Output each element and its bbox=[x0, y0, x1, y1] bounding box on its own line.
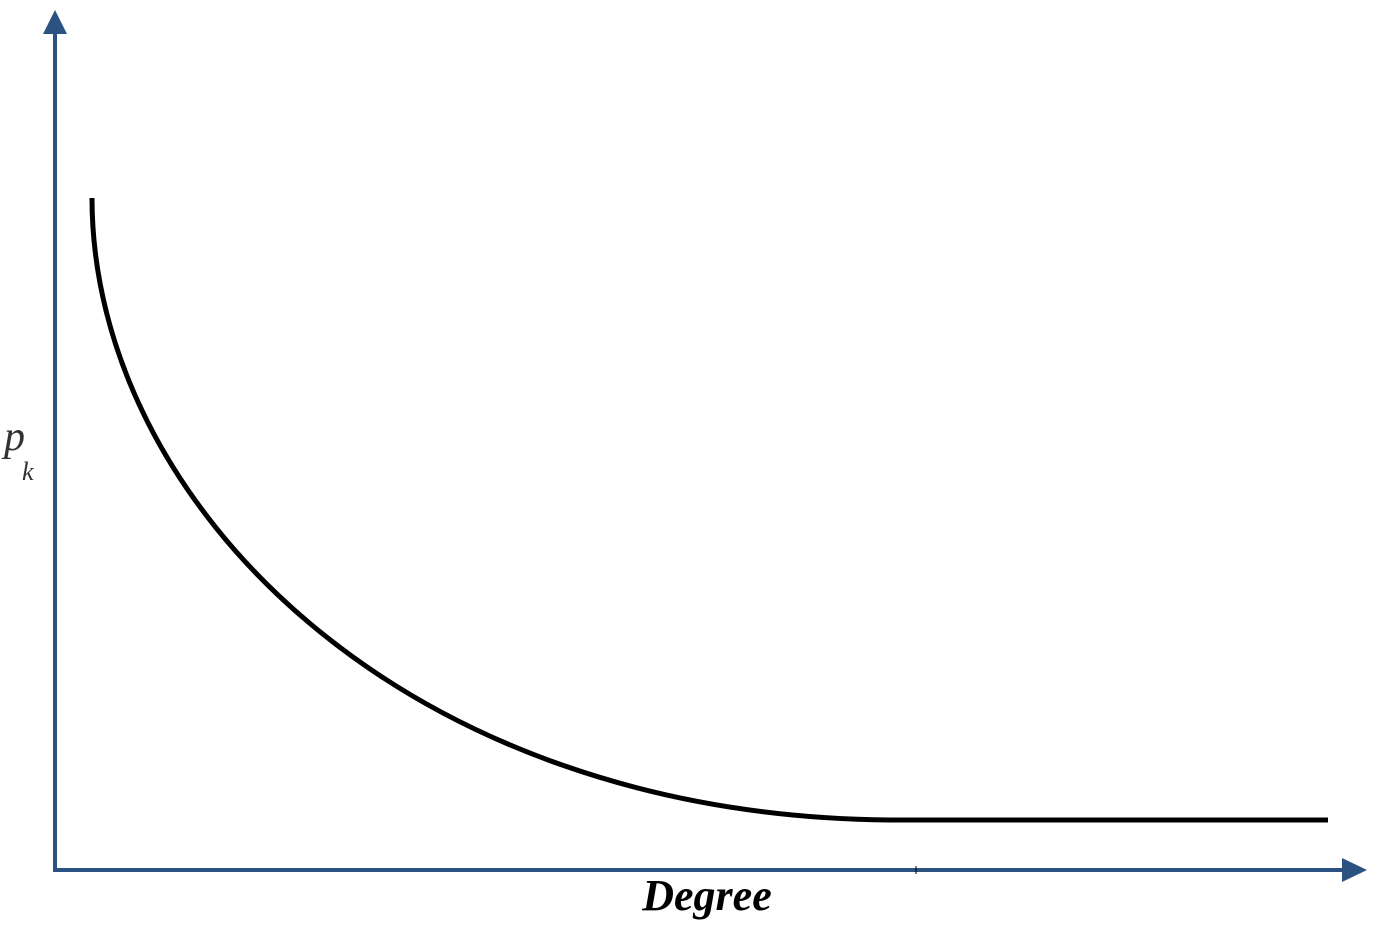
x-axis-arrow bbox=[1342, 858, 1367, 882]
y-axis-arrow bbox=[43, 10, 67, 34]
y-axis-subscript: k bbox=[22, 457, 34, 486]
y-axis-label: p bbox=[1, 414, 25, 460]
x-axis-label: Degree bbox=[641, 871, 772, 920]
distribution-curve bbox=[89, 197, 1328, 823]
